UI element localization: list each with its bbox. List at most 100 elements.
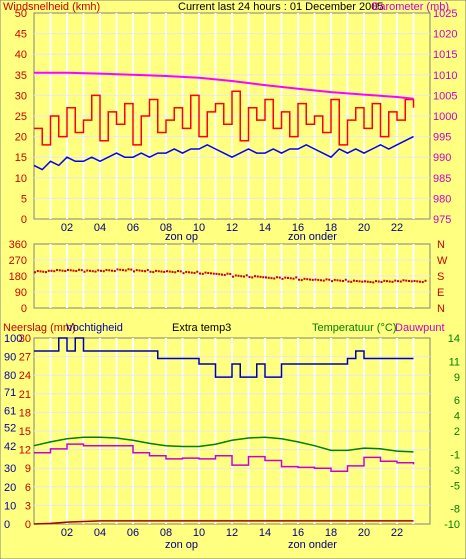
direction-point [377, 280, 380, 283]
direction-point [284, 276, 287, 279]
direction-point [350, 280, 353, 283]
wind-tick-label: 15 [15, 152, 27, 164]
temp-tick-label: 9 [454, 372, 460, 384]
direction-point [320, 279, 322, 282]
direction-point [116, 268, 119, 271]
direction-point [306, 278, 309, 281]
direction-point [111, 269, 113, 272]
direction-point [311, 278, 314, 281]
extra-temp-label: Extra temp3 [172, 322, 231, 334]
humidity-tick-label: 20 [4, 482, 16, 494]
direction-point [174, 271, 177, 274]
direction-point [210, 272, 212, 275]
direction-point [380, 281, 383, 284]
direction-point [254, 275, 256, 278]
baro-tick-label: 1025 [433, 8, 457, 20]
direction-point [157, 270, 160, 273]
baro-tick-label: 1005 [433, 90, 457, 102]
direction-point [262, 276, 265, 279]
direction-point [410, 280, 413, 283]
temp-axis-label: Temperatuur (°C) [312, 322, 396, 334]
wind-avg-line [33, 135, 414, 171]
direction-point [204, 271, 207, 274]
x-tick-label: 20 [358, 222, 370, 234]
direction-point [193, 271, 196, 274]
direction-point [155, 269, 157, 272]
x-tick-label: 18 [325, 527, 337, 539]
direction-point [237, 274, 240, 277]
wind-x-ticks: 02 04 06 08 10 12 14 16 18 20 22 [61, 222, 403, 234]
direction-point [408, 279, 410, 282]
compass-tick-label: E [437, 287, 444, 299]
direction-point [292, 277, 295, 280]
direction-point [276, 276, 278, 279]
direction-point [50, 269, 53, 272]
direction-point [394, 279, 397, 282]
direction-point [182, 272, 185, 275]
direction-point [245, 274, 248, 277]
direction-point [91, 270, 94, 273]
direction-point [325, 278, 328, 281]
direction-point [402, 279, 405, 282]
direction-point [240, 275, 243, 278]
direction-point [342, 279, 344, 282]
rain-tick-label: 27 [19, 352, 31, 364]
baro-tick-label: 975 [433, 214, 451, 226]
wind-tick-label: 0 [21, 214, 27, 226]
humidity-tick-label: 100 [4, 333, 22, 345]
rain-tick-label: 0 [25, 519, 31, 531]
direction-point [133, 270, 135, 273]
temp-tick-label: 11 [449, 356, 460, 368]
temp-tick-label: 2 [454, 426, 460, 438]
direction-point [372, 281, 375, 284]
x-tick-label: 16 [292, 222, 304, 234]
x-tick-label: 10 [193, 222, 205, 234]
wind-tick-label: 5 [21, 193, 27, 205]
compass-tick-label: N [437, 239, 445, 251]
direction-point [223, 273, 226, 276]
direction-point [207, 271, 210, 274]
humidity-axis-ticks: 0 10 20 30 42 52 61 71 80 90 100 [4, 333, 22, 531]
x-tick-label: 22 [391, 222, 403, 234]
dewpoint-line [34, 443, 415, 473]
direction-tick-label: 90 [15, 287, 27, 299]
direction-point [364, 280, 366, 283]
direction-point [405, 279, 408, 282]
baro-tick-label: 995 [433, 132, 451, 144]
direction-point [366, 280, 369, 283]
direction-point [100, 269, 102, 272]
direction-point [336, 279, 339, 282]
direction-point [300, 279, 303, 282]
direction-point [135, 269, 138, 272]
chart-title: Current last 24 hours : 01 December 2005 [178, 1, 383, 13]
direction-point [69, 269, 72, 272]
direction-point [163, 270, 166, 273]
direction-point [146, 268, 149, 271]
rain-axis-ticks: 0 3 6 9 12 15 18 21 24 27 30 [19, 333, 31, 531]
direction-point [232, 275, 234, 278]
direction-point [386, 280, 388, 283]
humidity-tick-label: 0 [4, 519, 10, 531]
temp-axis-ticks: -10 -8 -5 -3 -1 2 4 6 9 11 14 [444, 333, 460, 531]
temp-tick-label: -8 [450, 504, 460, 516]
temp-tick-label: -5 [450, 480, 460, 492]
direction-point [124, 269, 127, 272]
x-tick-label: 06 [127, 527, 139, 539]
direction-point [102, 270, 105, 273]
direction-point [295, 276, 298, 279]
direction-tick-label: 0 [21, 303, 27, 315]
direction-point [119, 268, 122, 271]
wind-series [33, 71, 415, 171]
direction-point [289, 277, 292, 280]
compass-tick-label: W [437, 255, 448, 267]
x-tick-label: 14 [259, 527, 271, 539]
direction-point [355, 279, 358, 282]
direction-point [221, 273, 223, 276]
direction-point [287, 276, 289, 279]
x-tick-label: 04 [94, 222, 106, 234]
rain-tick-label: 9 [25, 463, 31, 475]
compass-tick-label: N [437, 303, 445, 315]
dewpoint-axis-label: Dauwpunt [395, 322, 445, 334]
direction-point [127, 268, 130, 271]
x-tick-label: 12 [226, 222, 238, 234]
